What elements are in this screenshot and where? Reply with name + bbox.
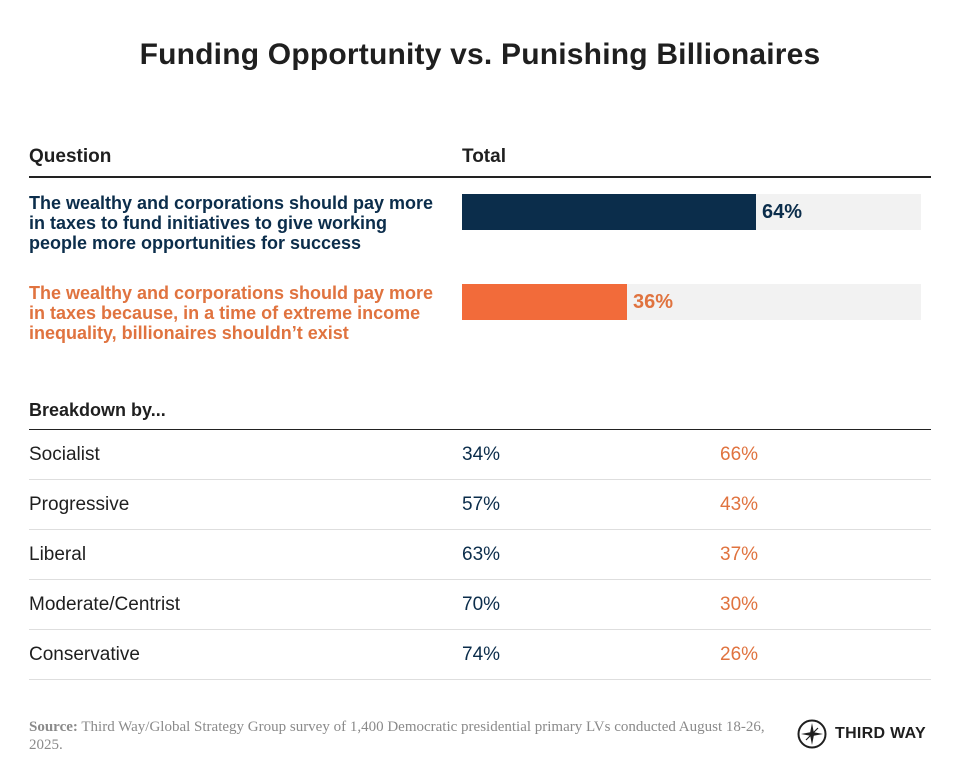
value-label-billionaires: 36%: [633, 291, 674, 313]
breakdown-value-opportunity: 57%: [462, 494, 501, 515]
chart-title: Funding Opportunity vs. Punishing Billio…: [139, 38, 821, 71]
source-text: Third Way/Global Strategy Group survey o…: [29, 719, 765, 753]
question-opportunity: The wealthy and corporations should pay …: [29, 193, 434, 253]
breakdown-row-progressive: Progressive 57% 43%: [29, 480, 931, 530]
breakdown-group-label: Socialist: [29, 444, 100, 465]
breakdown-group-label: Liberal: [29, 544, 87, 565]
breakdown-row-liberal: Liberal 63% 37%: [29, 530, 931, 580]
breakdown-value-billionaires: 37%: [720, 544, 759, 565]
breakdown-heading: Breakdown by...: [29, 400, 166, 420]
breakdown-value-opportunity: 63%: [462, 544, 501, 565]
header-rule: [29, 176, 931, 178]
breakdown-value-billionaires: 66%: [720, 444, 759, 465]
breakdown-row-moderate-centrist: Moderate/Centrist 70% 30%: [29, 580, 931, 630]
breakdown-row-socialist: Socialist 34% 66%: [29, 430, 931, 480]
bar-billionaires: [462, 284, 627, 320]
third-way-logo: THIRD WAY: [797, 718, 926, 750]
breakdown-value-opportunity: 74%: [462, 644, 501, 665]
breakdown-value-opportunity: 34%: [462, 444, 501, 465]
value-label-opportunity: 64%: [762, 201, 803, 223]
source-note: Source: Third Way/Global Strategy Group …: [29, 718, 769, 754]
bar-track-billionaires: 36%: [462, 284, 921, 320]
breakdown-row-conservative: Conservative 74% 26%: [29, 630, 931, 680]
breakdown-value-billionaires: 43%: [720, 494, 759, 515]
question-column-header: Question: [29, 146, 112, 167]
breakdown-value-opportunity: 70%: [462, 594, 501, 615]
source-label: Source:: [29, 719, 78, 735]
logo-text: THIRD WAY: [835, 725, 927, 742]
breakdown-group-label: Moderate/Centrist: [29, 594, 181, 615]
compass-star-icon: [797, 719, 827, 749]
breakdown-group-label: Progressive: [29, 494, 130, 515]
bar-opportunity: [462, 194, 756, 230]
breakdown-group-label: Conservative: [29, 644, 140, 665]
question-billionaires: The wealthy and corporations should pay …: [29, 283, 434, 343]
bar-track-opportunity: 64%: [462, 194, 921, 230]
total-column-header: Total: [462, 146, 506, 167]
breakdown-value-billionaires: 30%: [720, 594, 759, 615]
breakdown-value-billionaires: 26%: [720, 644, 759, 665]
breakdown-rule: [29, 429, 931, 430]
